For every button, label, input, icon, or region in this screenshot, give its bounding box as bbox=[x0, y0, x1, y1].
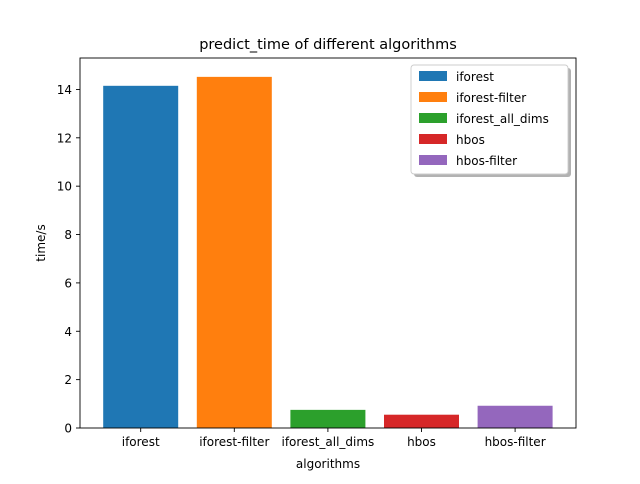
y-tick-label: 6 bbox=[64, 276, 72, 290]
legend: iforest iforest-filter iforest_all_dimshbo… bbox=[410, 64, 571, 177]
bar-iforest_all_dims bbox=[290, 409, 366, 428]
legend-swatch-iforest_all_dims bbox=[419, 113, 447, 123]
legend-box bbox=[410, 64, 569, 175]
chart-title: predict_time of different algorithms bbox=[199, 37, 457, 53]
y-tick-label: 10 bbox=[57, 180, 72, 194]
y-tick-label: 12 bbox=[57, 131, 72, 145]
x-tick-label: iforest-filter bbox=[199, 435, 269, 449]
y-tick-label: 14 bbox=[57, 83, 72, 97]
y-tick-label: 2 bbox=[64, 373, 72, 387]
x-tick-label: hbos-filter bbox=[485, 435, 546, 449]
legend-label: hbos bbox=[456, 133, 485, 147]
bar-iforest-filter bbox=[196, 76, 272, 429]
legend-label: iforest-filter bbox=[456, 91, 526, 105]
bar-hbos bbox=[384, 414, 459, 428]
y-tick-label: 8 bbox=[64, 228, 72, 242]
y-tick-label: 0 bbox=[64, 422, 72, 436]
legend-label: hbos-filter bbox=[456, 154, 517, 168]
x-tick-label: iforest_all_dims bbox=[281, 435, 374, 449]
legend-swatch-hbos-filter bbox=[419, 155, 447, 165]
y-tick-label: 4 bbox=[64, 325, 72, 339]
bars-group bbox=[103, 76, 553, 429]
legend-swatch-hbos bbox=[419, 134, 447, 144]
x-tick-label: hbos bbox=[407, 435, 436, 449]
bar-iforest bbox=[103, 85, 179, 428]
x-tick-label: iforest bbox=[122, 435, 160, 449]
legend-swatch-iforest bbox=[419, 71, 447, 81]
y-axis-label: time/s bbox=[34, 224, 48, 261]
legend-label: iforest bbox=[456, 70, 494, 84]
legend-swatch-iforest-filter bbox=[419, 92, 447, 102]
x-axis: iforest iforest-filter iforest_all_dims hbo… bbox=[122, 428, 546, 449]
y-axis: 0 2 4 6 8 10 12 14 bbox=[57, 83, 80, 436]
bar-hbos-filter bbox=[477, 405, 553, 428]
legend-label: iforest_all_dims bbox=[456, 112, 549, 126]
x-axis-label: algorithms bbox=[296, 457, 360, 471]
